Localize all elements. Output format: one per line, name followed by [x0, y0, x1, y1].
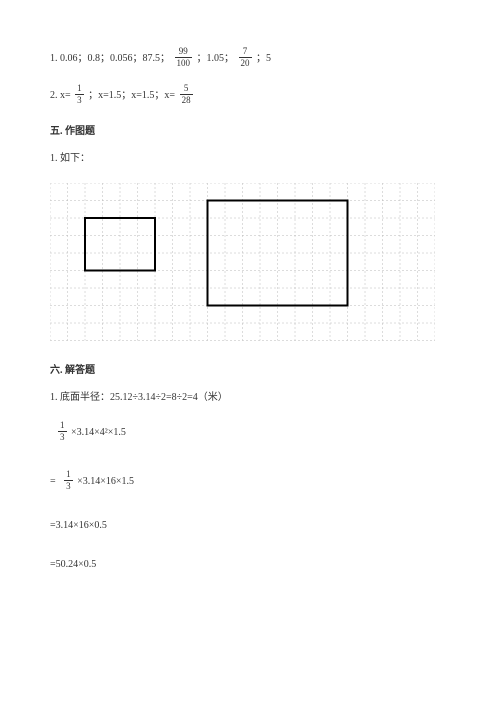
denominator: 3 — [58, 431, 67, 442]
step-5: =50.24×0.5 — [50, 559, 450, 570]
text: ；5 — [256, 53, 271, 64]
grid-figure — [50, 183, 450, 341]
equals: = — [50, 475, 56, 486]
fraction-1-3: 1 3 — [58, 421, 67, 442]
denominator: 3 — [64, 480, 73, 491]
numerator: 1 — [64, 470, 73, 480]
fraction-1-3: 1 3 — [75, 84, 84, 105]
fraction-99-100: 99 100 — [175, 47, 193, 68]
section-5-item-1: 1. 如下： — [50, 151, 450, 167]
step-3: = 1 3 ×3.14×16×1.5 — [50, 471, 450, 492]
fraction-7-20: 7 20 — [239, 47, 252, 68]
text: 2. x= — [50, 90, 71, 101]
numerator: 1 — [75, 84, 84, 94]
numerator: 99 — [175, 47, 193, 57]
answer-line-2: 2. x= 1 3 ；x=1.5；x=1.5；x= 5 28 — [50, 85, 450, 106]
text: ；1.05； — [197, 53, 235, 64]
step-1: 1. 底面半径：25.12÷3.14÷2=8÷2=4（米） — [50, 390, 450, 406]
text: ×3.14×16×1.5 — [77, 475, 134, 486]
denominator: 100 — [175, 57, 193, 68]
numerator: 1 — [58, 421, 67, 431]
fraction-1-3: 1 3 — [64, 470, 73, 491]
denominator: 20 — [239, 57, 252, 68]
denominator: 28 — [180, 94, 193, 105]
section-6-title: 六. 解答题 — [50, 361, 450, 376]
grid-svg — [50, 183, 435, 341]
step-2: 1 3 ×3.14×4²×1.5 — [56, 422, 450, 443]
numerator: 7 — [239, 47, 252, 57]
text: ；x=1.5；x=1.5；x= — [88, 90, 175, 101]
section-5-title: 五. 作图题 — [50, 122, 450, 137]
text: ×3.14×4²×1.5 — [71, 426, 126, 437]
answer-line-1: 1. 0.06；0.8；0.056；87.5； 99 100 ；1.05； 7 … — [50, 48, 450, 69]
step-4: =3.14×16×0.5 — [50, 520, 450, 531]
text: 1. 0.06；0.8；0.056；87.5； — [50, 53, 170, 64]
denominator: 3 — [75, 94, 84, 105]
numerator: 5 — [180, 84, 193, 94]
fraction-5-28: 5 28 — [180, 84, 193, 105]
